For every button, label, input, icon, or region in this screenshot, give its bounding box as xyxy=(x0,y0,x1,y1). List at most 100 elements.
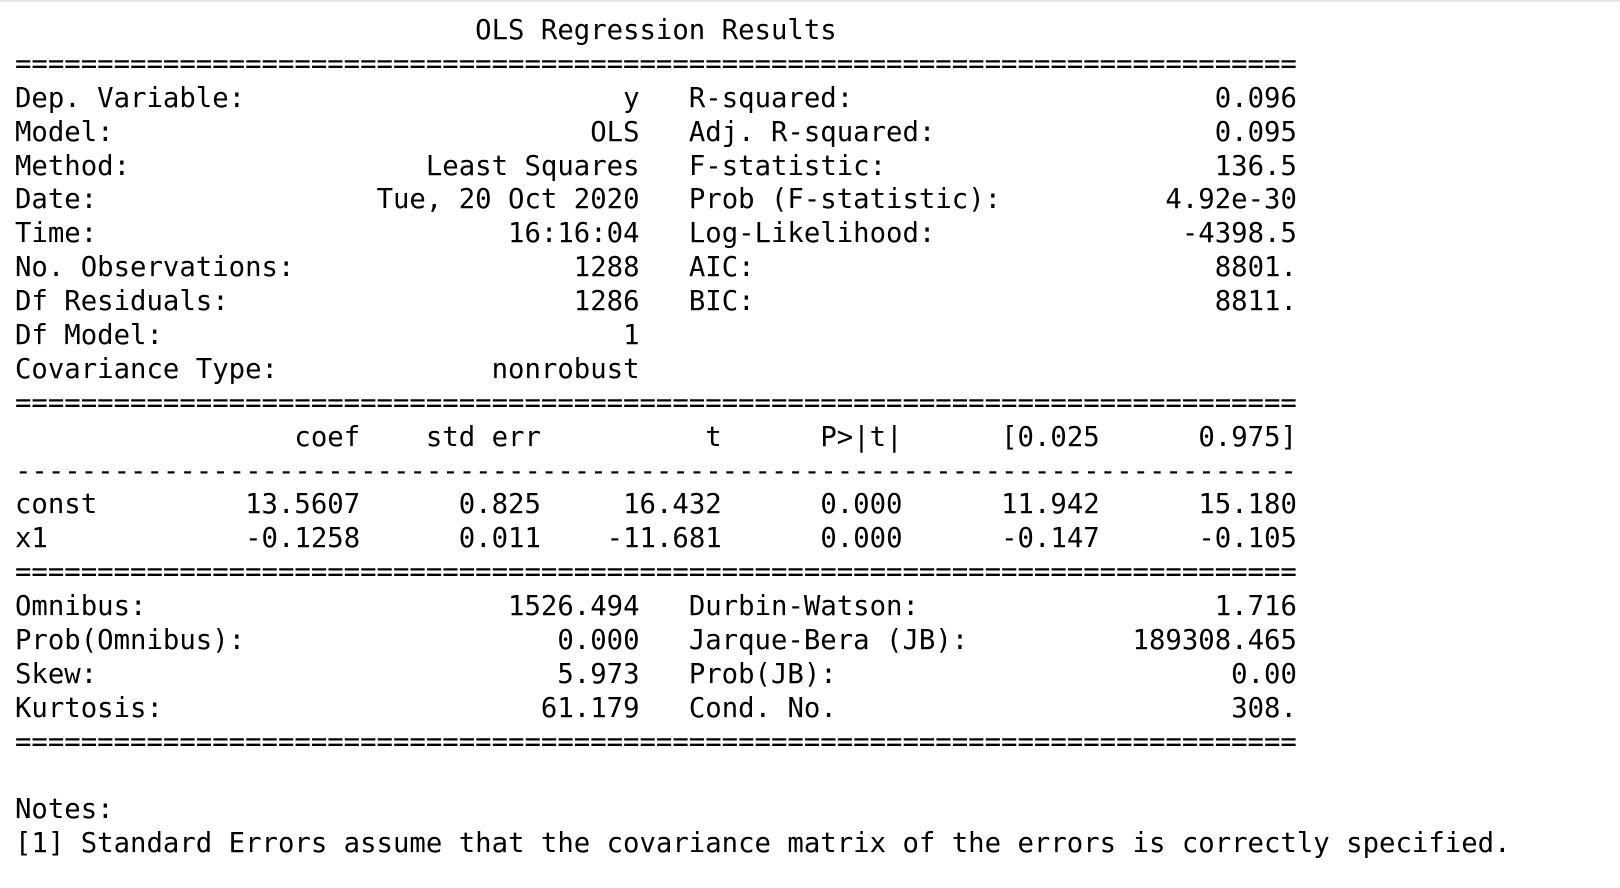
diagnostic-row-0: Omnibus: 1526.494 Durbin-Watson: 1.716 xyxy=(15,590,1511,624)
left-value: 16:16:04 xyxy=(508,218,640,250)
right-value: 0.096 xyxy=(1214,82,1297,114)
coef-header-5: 0.975] xyxy=(1198,421,1297,453)
summary-row-1: Model: OLS Adj. R-squared: 0.095 xyxy=(15,116,1511,150)
summary-row-0: Dep. Variable: y R-squared: 0.096 xyxy=(15,82,1511,116)
right-value: 0.00 xyxy=(1231,658,1297,690)
left-label: Prob(Omnibus): xyxy=(15,625,246,657)
diagnostic-row-2: Skew: 5.973 Prob(JB): 0.00 xyxy=(15,658,1511,692)
blank-line xyxy=(15,760,1511,794)
results-title-text: OLS Regression Results xyxy=(475,15,837,46)
right-value: -4398.5 xyxy=(1181,218,1297,250)
coef-cell-std_err: 0.011 xyxy=(458,523,541,555)
left-label: Dep. Variable: xyxy=(15,82,246,114)
left-value: Least Squares xyxy=(425,150,640,182)
left-label: Time: xyxy=(15,218,98,250)
coef-cell-p: 0.000 xyxy=(820,489,903,521)
left-label: Date: xyxy=(15,184,98,216)
separator-double-top: ========================================… xyxy=(15,48,1511,82)
right-label: AIC: xyxy=(688,252,755,284)
coef-header-3: P>|t| xyxy=(820,421,903,453)
right-value: 0.095 xyxy=(1214,116,1297,148)
right-value: 4.92e-30 xyxy=(1165,184,1297,216)
summary-row-4: Time: 16:16:04 Log-Likelihood: -4398.5 xyxy=(15,217,1511,251)
left-label: Kurtosis: xyxy=(15,692,163,724)
left-value: OLS xyxy=(590,116,640,148)
coef-header-1: std err xyxy=(425,421,541,453)
separator-double: ========================================… xyxy=(15,387,1297,419)
coef-cell-ci_high: -0.105 xyxy=(1198,523,1297,555)
right-value: 8811. xyxy=(1214,286,1297,318)
coef-row-const: const 13.5607 0.825 16.432 0.000 11.942 … xyxy=(15,488,1511,522)
coef-row-name: x1 xyxy=(15,523,48,555)
left-value: 1288 xyxy=(573,252,640,284)
left-label: Df Residuals: xyxy=(15,286,229,318)
separator-single: ----------------------------------------… xyxy=(15,455,1511,489)
separator-single: ----------------------------------------… xyxy=(15,455,1297,487)
left-value: 0.000 xyxy=(557,625,640,657)
coef-header-0: coef xyxy=(294,421,361,453)
coef-cell-ci_low: 11.942 xyxy=(1001,489,1100,521)
separator-double-mid: ========================================… xyxy=(15,387,1511,421)
right-label: Log-Likelihood: xyxy=(688,218,936,250)
diagnostic-row-3: Kurtosis: 61.179 Cond. No. 308. xyxy=(15,692,1511,726)
coef-cell-coef: 13.5607 xyxy=(245,489,361,521)
right-label: Jarque-Bera (JB): xyxy=(688,625,969,657)
summary-row-7: Df Model: 1 xyxy=(15,319,1511,353)
left-label: Skew: xyxy=(15,658,98,690)
left-value: 1526.494 xyxy=(508,591,640,623)
coef-header-row: coef std err t P>|t| [0.025 0.975] xyxy=(15,421,1511,455)
summary-row-5: No. Observations: 1288 AIC: 8801. xyxy=(15,251,1511,285)
right-label: Cond. No. xyxy=(688,692,837,724)
coef-cell-coef: -0.1258 xyxy=(245,523,361,555)
summary-row-3: Date: Tue, 20 Oct 2020 Prob (F-statistic… xyxy=(15,183,1511,217)
coef-cell-p: 0.000 xyxy=(820,523,903,555)
separator-double: ========================================… xyxy=(15,48,1297,80)
left-value: 61.179 xyxy=(540,692,640,724)
right-label: Adj. R-squared: xyxy=(688,116,936,148)
separator-double: ========================================… xyxy=(15,557,1297,589)
top-border-line xyxy=(0,0,1620,2)
diagnostic-row-1: Prob(Omnibus): 0.000 Jarque-Bera (JB): 1… xyxy=(15,624,1511,658)
coef-cell-ci_low: -0.147 xyxy=(1001,523,1100,555)
left-label: Omnibus: xyxy=(15,591,147,623)
right-value: 308. xyxy=(1231,692,1297,724)
results-title: OLS Regression Results xyxy=(15,14,1511,48)
coef-header-2: t xyxy=(705,421,722,453)
summary-row-8: Covariance Type: nonrobust xyxy=(15,353,1511,387)
separator-double-lower: ========================================… xyxy=(15,556,1511,590)
right-label: F-statistic: xyxy=(688,150,887,182)
coef-row-x1: x1 -0.1258 0.011 -11.681 0.000 -0.147 -0… xyxy=(15,522,1511,556)
right-value: 8801. xyxy=(1214,252,1297,284)
right-label: BIC: xyxy=(688,286,755,318)
separator-double-bottom: ========================================… xyxy=(15,726,1511,760)
right-label: R-squared: xyxy=(688,82,854,114)
right-label: Durbin-Watson: xyxy=(688,591,919,623)
notes-heading-text: Notes: xyxy=(15,794,114,826)
left-value: nonrobust xyxy=(491,353,640,385)
coef-cell-t: 16.432 xyxy=(623,489,722,521)
separator-double: ========================================… xyxy=(15,726,1297,758)
left-label: Model: xyxy=(15,116,114,148)
left-value: 5.973 xyxy=(557,658,640,690)
note-line-0: [1] Standard Errors assume that the cova… xyxy=(15,827,1511,861)
summary-row-2: Method: Least Squares F-statistic: 136.5 xyxy=(15,150,1511,184)
right-label: Prob (F-statistic): xyxy=(688,184,1002,216)
right-label: Prob(JB): xyxy=(688,658,837,690)
note-text: [1] Standard Errors assume that the cova… xyxy=(15,828,1511,860)
coef-cell-ci_high: 15.180 xyxy=(1198,489,1297,521)
right-value: 1.716 xyxy=(1214,591,1297,623)
notes-heading: Notes: xyxy=(15,793,1511,827)
left-label: Df Model: xyxy=(15,320,163,352)
ols-regression-output: OLS Regression Results ==================… xyxy=(15,14,1511,861)
left-value: 1286 xyxy=(573,286,640,318)
right-value: 136.5 xyxy=(1214,150,1297,182)
left-value: y xyxy=(623,82,640,114)
left-value: 1 xyxy=(623,320,640,352)
left-label: Covariance Type: xyxy=(15,353,278,385)
left-label: No. Observations: xyxy=(15,252,295,284)
left-label: Method: xyxy=(15,150,131,182)
coef-cell-t: -11.681 xyxy=(606,523,722,555)
summary-row-6: Df Residuals: 1286 BIC: 8811. xyxy=(15,285,1511,319)
left-value: Tue, 20 Oct 2020 xyxy=(376,184,640,216)
coef-row-name: const xyxy=(15,489,98,521)
